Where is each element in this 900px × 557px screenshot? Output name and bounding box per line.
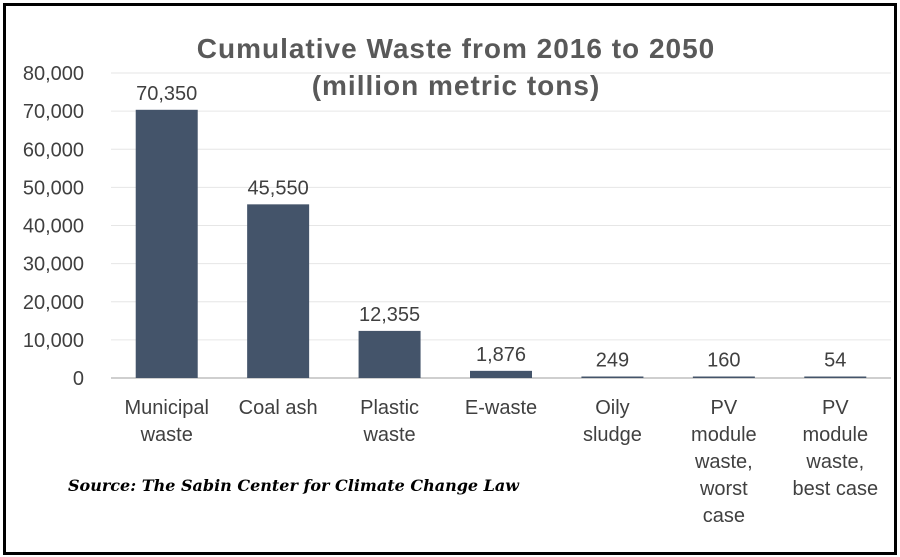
category-label: E-waste: [465, 397, 537, 419]
y-tick-label: 30,000: [23, 254, 84, 276]
bar: [247, 204, 310, 378]
category-label: case: [703, 505, 745, 527]
category-label: PV: [711, 397, 738, 419]
chart-title: Cumulative Waste from 2016 to 2050 (mill…: [197, 33, 715, 101]
category-label: PV: [822, 397, 849, 419]
category-label: module: [802, 424, 868, 446]
chart-title-line-1: Cumulative Waste from 2016 to 2050: [197, 33, 715, 64]
bar: [804, 376, 867, 378]
data-label: 12,355: [359, 304, 420, 326]
category-label: sludge: [583, 424, 642, 446]
y-tick-label: 80,000: [23, 63, 84, 85]
gridlines: [111, 72, 891, 379]
category-label: waste,: [694, 451, 753, 473]
bar: [135, 109, 198, 379]
category-label: Plastic: [360, 397, 419, 419]
category-labels: Municipal waste Coal ash Plastic waste E-wast…: [124, 397, 878, 527]
category-label: waste,: [805, 451, 864, 473]
bar-chart: Cumulative Waste from 2016 to 2050 (mill…: [23, 33, 891, 527]
category-label: Municipal: [124, 397, 208, 419]
category-label: Oily: [595, 397, 629, 419]
category-label: Coal ash: [239, 397, 318, 419]
y-tick-label: 40,000: [23, 216, 84, 238]
data-label: 160: [707, 350, 740, 372]
data-label: 70,350: [136, 83, 197, 105]
y-tick-label: 60,000: [23, 139, 84, 161]
chart-frame: Cumulative Waste from 2016 to 2050 (mill…: [3, 3, 897, 555]
y-axis-ticks: 0 10,000 20,000 30,000 40,000 50,000 60,000 70,…: [23, 63, 84, 390]
y-tick-label: 50,000: [23, 177, 84, 199]
data-labels: 70,350 45,550 12,355 1,876 249 160 54: [136, 83, 846, 372]
category-label: worst: [699, 478, 748, 500]
data-label: 249: [596, 350, 629, 372]
data-label: 1,876: [476, 344, 526, 366]
bar: [692, 376, 755, 378]
data-label: 54: [824, 350, 846, 372]
category-label: module: [691, 424, 757, 446]
bar: [358, 330, 421, 378]
bar: [581, 376, 644, 378]
category-label: waste: [362, 424, 415, 446]
bars: [135, 109, 867, 379]
source-note: Source: The Sabin Center for Climate Cha…: [68, 476, 520, 495]
bar: [470, 370, 532, 378]
y-tick-label: 20,000: [23, 292, 84, 314]
data-label: 45,550: [248, 177, 309, 199]
y-tick-label: 0: [73, 368, 84, 390]
y-tick-label: 70,000: [23, 101, 84, 123]
y-tick-label: 10,000: [23, 330, 84, 352]
category-label: best case: [792, 478, 878, 500]
chart-title-line-2: (million metric tons): [312, 70, 601, 101]
category-label: waste: [140, 424, 193, 446]
